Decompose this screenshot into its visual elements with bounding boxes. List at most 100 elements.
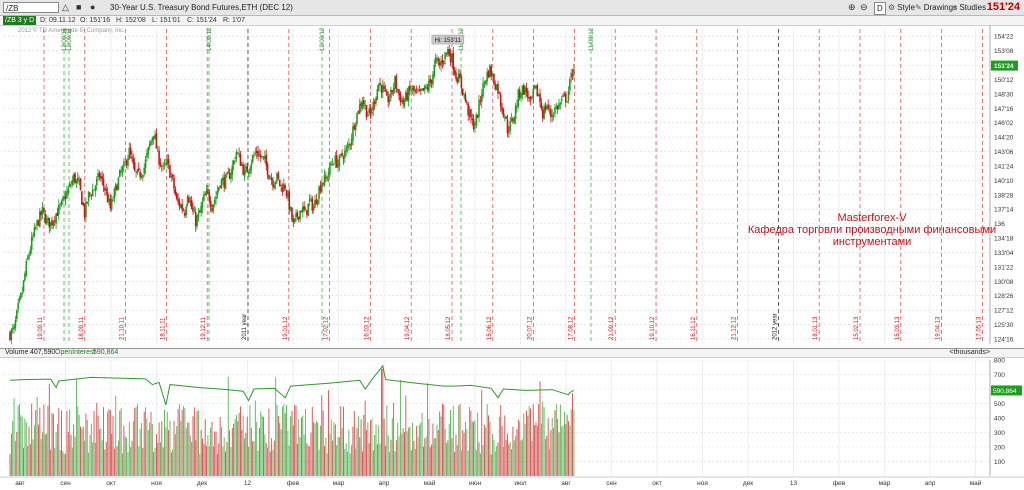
- candle-body: [234, 160, 236, 162]
- drawings-button[interactable]: ✎ Drawings: [915, 3, 958, 12]
- candle-body: [22, 280, 25, 292]
- candle-body: [128, 147, 131, 160]
- candle-body: [24, 273, 26, 281]
- candle-body: [457, 74, 460, 83]
- candle-body: [143, 167, 145, 174]
- candle-body: [87, 191, 90, 201]
- candle-body: [48, 217, 51, 228]
- zoom-out-icon[interactable]: ⊖: [860, 2, 868, 12]
- candle-body: [222, 178, 224, 181]
- candle-body: [399, 93, 402, 103]
- candle-body: [269, 177, 272, 180]
- candle-body: [155, 133, 158, 149]
- lock-icon[interactable]: ■: [76, 2, 82, 12]
- expiry-date-label: 16.03.12: [364, 316, 370, 340]
- candle-body: [297, 216, 300, 220]
- candle-body: [41, 206, 44, 214]
- candle-body: [132, 159, 135, 165]
- candle-body: [376, 89, 379, 100]
- candle-body: [36, 220, 38, 226]
- symbol-badge[interactable]: /ZB 3 y D: [3, 16, 37, 25]
- close-readout: C: 151'24: [187, 17, 217, 24]
- price-tick-label: 137'14: [994, 207, 1014, 214]
- studies-button[interactable]: ≈ Studies: [953, 3, 987, 12]
- candle-body: [375, 97, 377, 104]
- candle-body: [333, 164, 335, 165]
- candle-body: [251, 155, 254, 163]
- candle-body: [329, 162, 331, 175]
- price-tick-label: 131'22: [994, 264, 1014, 271]
- candle-body: [506, 119, 509, 134]
- candle-body: [208, 191, 211, 202]
- candle-body: [181, 204, 183, 210]
- candle-body: [52, 221, 55, 226]
- oi-value-marker: [991, 385, 1022, 396]
- candle-body: [207, 189, 209, 191]
- symbol-input[interactable]: /ZB: [3, 2, 59, 13]
- candle-body: [209, 200, 212, 207]
- volume-value: 407,590: [30, 349, 56, 356]
- candles-group: [9, 44, 575, 345]
- candle-body: [17, 302, 19, 310]
- candle-body: [455, 72, 457, 79]
- high-annotation: Hi: 153'11: [435, 38, 462, 44]
- aggregation-button[interactable]: D: [874, 2, 886, 15]
- candle-body: [121, 167, 124, 173]
- candle-body: [277, 173, 280, 179]
- candle-body: [567, 91, 570, 101]
- month-label: 12: [244, 480, 252, 487]
- candle-body: [156, 149, 159, 151]
- info-icon[interactable]: ●: [90, 2, 96, 12]
- candle-body: [405, 92, 407, 101]
- candle-body: [148, 143, 151, 148]
- candle-body: [357, 110, 360, 113]
- candle-body: [356, 112, 358, 124]
- price-tick-label: 141'24: [994, 163, 1014, 170]
- candle-body: [162, 164, 164, 166]
- candle-body: [100, 176, 102, 178]
- month-label: сен: [606, 480, 617, 487]
- candle-body: [531, 97, 533, 99]
- candle-body: [185, 206, 188, 216]
- instrument-title: 30-Year U.S. Treasury Bond Futures,ETH (…: [110, 3, 293, 12]
- candle-body: [517, 89, 520, 106]
- candle-body: [129, 147, 132, 155]
- zoom-in-icon[interactable]: ⊕: [848, 2, 856, 12]
- copyright-text: 2012 © TD Ameritrade IP Company, Inc.: [18, 28, 125, 34]
- candle-body: [243, 169, 246, 177]
- candle-body: [430, 80, 433, 84]
- candle-body: [165, 163, 167, 165]
- candle-body: [261, 156, 263, 158]
- candle-body: [426, 87, 429, 90]
- month-label: фев: [287, 480, 300, 487]
- candle-body: [29, 249, 32, 255]
- candle-body: [369, 108, 372, 115]
- candle-body: [360, 102, 362, 106]
- current-price-marker: [991, 60, 1018, 71]
- candle-body: [18, 297, 21, 302]
- candle-body: [51, 220, 53, 225]
- price-tick-label: 148'30: [994, 91, 1014, 98]
- candle-body: [551, 114, 554, 118]
- candle-body: [392, 87, 395, 93]
- candle-body: [104, 187, 106, 191]
- candle-body: [34, 227, 37, 228]
- link-icon[interactable]: △: [62, 2, 69, 12]
- candle-body: [15, 310, 18, 319]
- pencil-icon: ✎: [915, 3, 922, 12]
- candle-body: [540, 103, 543, 109]
- candle-body: [571, 74, 574, 76]
- candle-body: [346, 145, 349, 149]
- candle-body: [527, 90, 529, 99]
- candle-body: [255, 150, 258, 154]
- style-button[interactable]: ⚙ Style: [888, 3, 915, 12]
- candle-body: [150, 140, 152, 146]
- price-tick-label: 130'08: [994, 279, 1014, 286]
- candle-body: [95, 178, 98, 186]
- candle-body: [280, 184, 282, 187]
- candle-body: [546, 106, 548, 109]
- candle-body: [461, 88, 464, 95]
- candle-body: [396, 89, 399, 91]
- candle-body: [503, 117, 506, 119]
